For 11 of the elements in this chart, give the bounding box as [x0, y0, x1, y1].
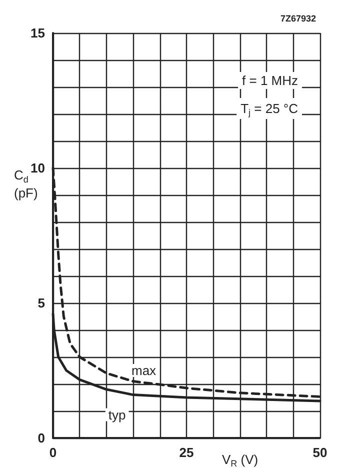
y-tick-label: 10: [30, 160, 45, 176]
y-tick-label: 0: [38, 430, 45, 446]
series-label: typ: [108, 407, 126, 422]
x-tick-label: 25: [179, 445, 194, 460]
x-tick-label: 0: [49, 445, 57, 460]
y-tick-label: 5: [38, 296, 45, 310]
x-tick-label: 50: [312, 445, 328, 460]
annotation: f = 1 MHz: [242, 73, 298, 88]
text: 7Z67932: [280, 14, 316, 24]
series-label: max: [132, 363, 157, 378]
y-tick-label: 15: [30, 26, 45, 40]
